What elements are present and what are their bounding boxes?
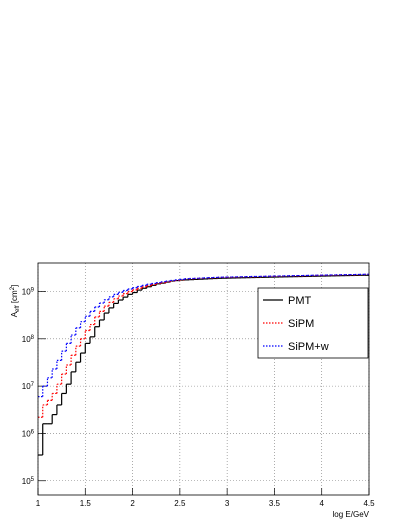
legend-label: SiPM: [288, 318, 314, 330]
y-tick-label: 109: [22, 287, 35, 296]
y-tick-exponent: 9: [31, 287, 35, 293]
y-tick-label: 107: [22, 382, 35, 391]
y-tick-base: 10: [22, 335, 31, 344]
y-label-close: ]: [10, 285, 19, 287]
y-axis-label: Aeff [cm2]: [10, 285, 21, 318]
legend-label: PMT: [288, 295, 312, 307]
histogram-series: [38, 274, 369, 456]
x-tick-label: 3: [225, 499, 230, 508]
y-tick-label: 106: [22, 429, 35, 438]
y-tick-label: 108: [22, 335, 35, 344]
y-label-sub: eff: [15, 305, 21, 312]
y-tick-label: 105: [22, 477, 35, 486]
x-tick-label: 2: [130, 499, 135, 508]
y-tick-base: 10: [22, 287, 31, 296]
x-tick-label: 2.5: [174, 499, 186, 508]
y-label-unit: [cm: [10, 290, 19, 305]
y-tick-exponent: 5: [31, 477, 35, 483]
y-tick-base: 10: [22, 429, 31, 438]
x-tick-label: 1: [36, 499, 41, 508]
y-tick-exponent: 8: [31, 335, 35, 341]
legend-label: SiPM+w: [288, 341, 329, 353]
plot-frame: [37, 262, 370, 496]
x-tick-label: 4: [319, 499, 324, 508]
y-tick-exponent: 6: [31, 429, 35, 435]
y-label-main: A: [10, 311, 19, 317]
x-axis-label: log E/GeV: [333, 510, 370, 519]
y-tick-base: 10: [22, 382, 31, 391]
x-tick-label: 4.5: [363, 499, 375, 508]
y-label-sup: 2: [10, 286, 16, 290]
x-tick-label: 1.5: [80, 499, 92, 508]
histogram-series: [38, 273, 369, 398]
y-tick-exponent: 7: [31, 382, 35, 388]
y-tick-base: 10: [22, 477, 31, 486]
x-tick-label: 3.5: [269, 499, 281, 508]
